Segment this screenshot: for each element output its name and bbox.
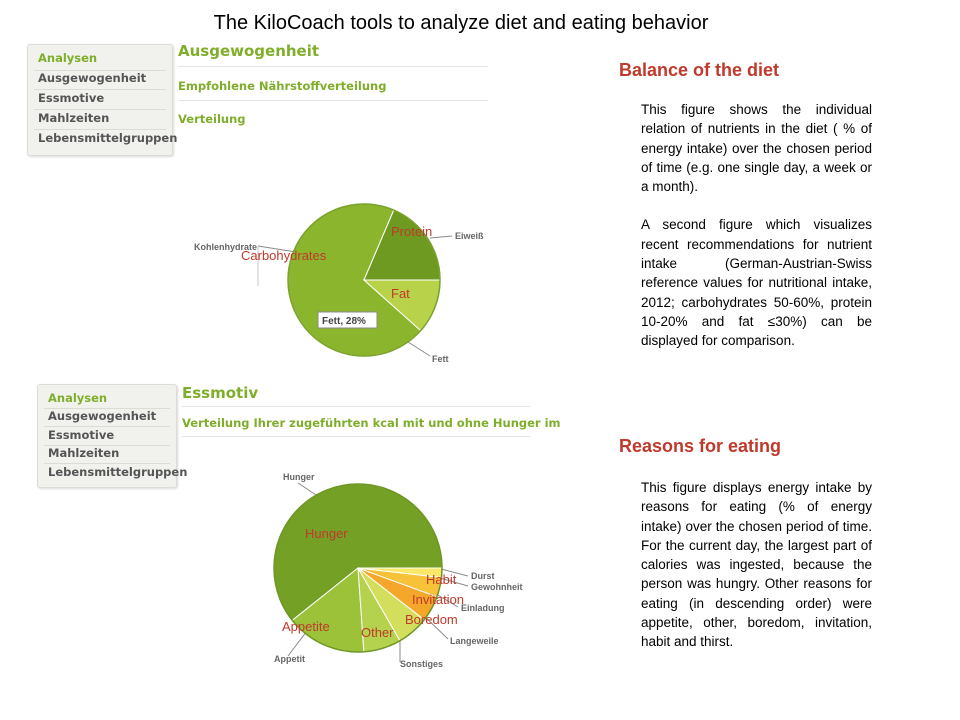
- nav-item-mahlzeiten-2[interactable]: Mahlzeiten: [48, 446, 120, 460]
- nav-item-essmotive[interactable]: Essmotive: [38, 91, 105, 105]
- nav-item-ausgewogenheit-2[interactable]: Ausgewogenheit: [48, 409, 157, 423]
- pie-label-langeweile: Langeweile: [450, 636, 499, 646]
- nav-item-analysen-2[interactable]: Analysen: [48, 391, 108, 405]
- nav-item-analysen[interactable]: Analysen: [38, 51, 98, 65]
- section-title-ausgewogenheit: Ausgewogenheit: [178, 42, 320, 60]
- pie-slice-fett[interactable]: [362, 279, 441, 332]
- sidebar-nav-1: Analysen Ausgewogenheit Essmotive Mahlze…: [27, 44, 177, 156]
- heading-balance-of-diet: Balance of the diet: [619, 60, 780, 80]
- pie-label-durst: Durst: [471, 571, 495, 581]
- overlay-label-fat: Fat: [391, 286, 410, 301]
- pie-slice-eiweiss[interactable]: [363, 209, 441, 281]
- overlay-label-appetite: Appetite: [282, 619, 330, 634]
- pie-slice-kohlenhydrate[interactable]: [287, 203, 422, 357]
- heading-reasons-for-eating: Reasons for eating: [619, 436, 782, 456]
- reasons-description: This figure displays energy intake by re…: [641, 478, 872, 671]
- overlay-label-protein: Protein: [391, 224, 432, 239]
- pie-label-einladung: Einladung: [461, 603, 505, 613]
- balance-paragraph-2: A second figure which visualizes recent …: [641, 217, 872, 349]
- sidebar-nav-2: Analysen Ausgewogenheit Essmotive Mahlze…: [37, 384, 187, 488]
- pie-tooltip-text: Fett, 28%: [322, 316, 366, 327]
- pie-label-kohlenhydrate: Kohlenhydrate: [194, 242, 257, 252]
- pie-slice-langeweile[interactable]: [357, 567, 425, 642]
- pie-label-eiweiss: Eiweiß: [455, 231, 484, 241]
- pie-slice-appetit[interactable]: [291, 567, 365, 653]
- overlay-label-hunger: Hunger: [305, 526, 348, 541]
- overlay-label-boredom: Boredom: [405, 612, 458, 627]
- balance-description: This figure shows the individual relatio…: [641, 100, 872, 370]
- nav-item-essmotive-2[interactable]: Essmotive: [48, 428, 115, 442]
- subsection-kcal-verteilung[interactable]: Verteilung Ihrer zugeführten kcal mit un…: [182, 416, 561, 430]
- pie-label-gewohnheit: Gewohnheit: [471, 582, 523, 592]
- nav-item-lebensmittelgruppen[interactable]: Lebensmittelgruppen: [38, 131, 178, 145]
- overlay-label-habit: Habit: [426, 572, 457, 587]
- pie-slice-gewohnheit[interactable]: [357, 567, 442, 598]
- nav-item-lebensmittelgruppen-2[interactable]: Lebensmittelgruppen: [48, 465, 188, 479]
- reasons-paragraph-1: This figure displays energy intake by re…: [641, 480, 872, 650]
- pie-label-appetit: Appetit: [274, 654, 305, 664]
- subsection-naehrstoffverteilung[interactable]: Empfohlene Nährstoffverteilung: [178, 79, 387, 93]
- section-title-essmotiv: Essmotiv: [182, 384, 259, 402]
- pie-label-hunger: Hunger: [283, 472, 315, 482]
- pie-label-sonstiges: Sonstiges: [400, 659, 443, 669]
- balance-paragraph-1: This figure shows the individual relatio…: [641, 102, 872, 195]
- overlay-label-other: Other: [361, 625, 394, 640]
- page-title: The KiloCoach tools to analyze diet and …: [213, 12, 709, 34]
- pie-slice-durst[interactable]: [357, 567, 443, 579]
- nav-item-ausgewogenheit[interactable]: Ausgewogenheit: [38, 71, 147, 85]
- pie-label-fett: Fett: [432, 354, 449, 364]
- nav-item-mahlzeiten[interactable]: Mahlzeiten: [38, 111, 110, 125]
- pie-tooltip: [317, 311, 378, 329]
- pie-slice-hunger[interactable]: [273, 483, 443, 622]
- pie-slice-sonstiges[interactable]: [357, 567, 401, 653]
- overlay-label-invitation: Invitation: [412, 592, 464, 607]
- subsection-verteilung[interactable]: Verteilung: [178, 112, 246, 126]
- pie-slice-einladung[interactable]: [357, 567, 438, 621]
- overlay-label-carbohydrates: Carbohydrates: [241, 248, 327, 263]
